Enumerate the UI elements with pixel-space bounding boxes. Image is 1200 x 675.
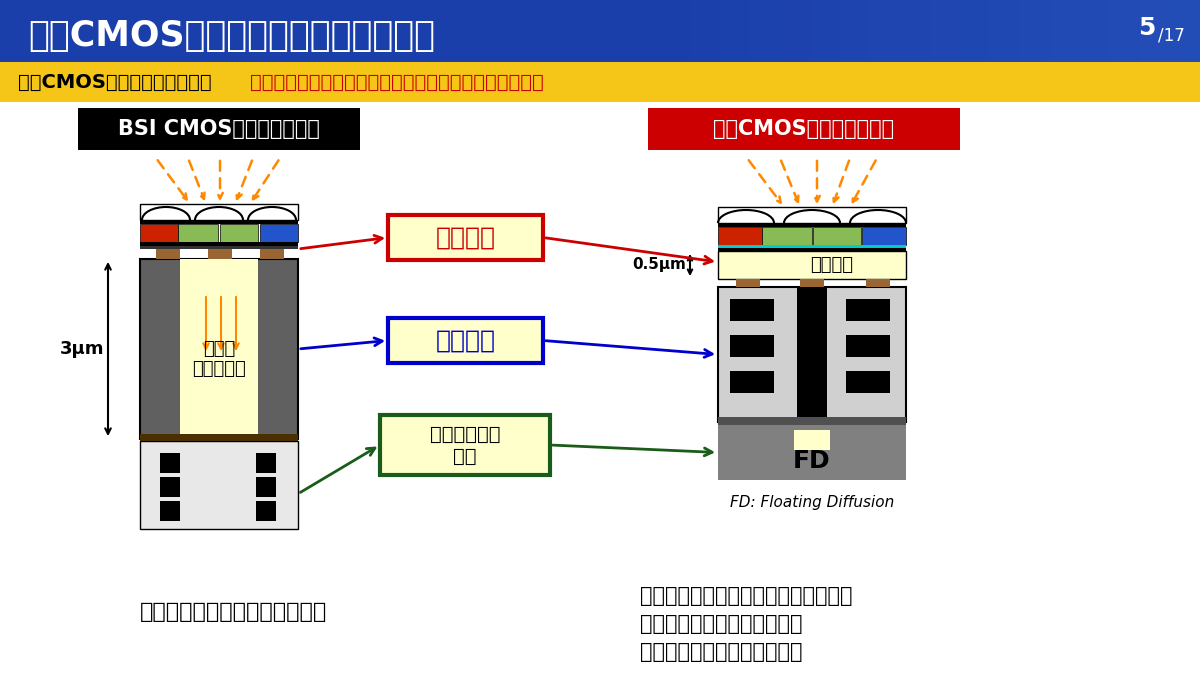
Bar [794,430,830,450]
Bar [630,0,660,62]
Bar [1050,0,1080,62]
Text: 光電変換: 光電変換 [436,225,496,250]
Bar [140,224,178,242]
Bar [866,279,890,287]
Bar [846,335,868,357]
Bar [752,335,774,357]
Bar [0,62,1200,102]
Bar [160,453,180,473]
Text: 有機CMOSイメージセンサは、: 有機CMOSイメージセンサは、 [18,72,211,92]
Bar [990,0,1020,62]
Bar [380,415,550,475]
Bar [140,434,298,441]
Bar [718,417,906,425]
Bar [840,0,870,62]
Text: 有機CMOSイメージセンサ: 有機CMOSイメージセンサ [714,119,894,139]
Bar [256,453,276,473]
Bar [730,299,752,321]
Bar [208,249,232,259]
Bar [752,299,774,321]
Bar [718,207,906,223]
Bar [814,227,862,245]
Bar [718,245,906,248]
Bar [718,287,906,422]
Bar [1020,0,1050,62]
Bar [720,0,750,62]
Bar [846,299,868,321]
Bar [930,0,960,62]
Bar [140,259,298,439]
Bar [1110,0,1140,62]
Bar [960,0,990,62]
Bar [1140,0,1170,62]
Bar [140,220,298,224]
Bar [868,335,890,357]
Text: 感度特性や機能実装に制限あり: 感度特性や機能実装に制限あり [140,602,328,622]
Bar [156,249,180,259]
Bar [78,108,360,150]
Bar [160,477,180,497]
Bar [178,224,218,242]
Text: ・シリコンの物性に依らない感度特性: ・シリコンの物性に依らない感度特性 [640,586,852,606]
Text: フォト
ダイオード: フォト ダイオード [192,340,246,379]
Text: FD: Floating Diffusion: FD: Floating Diffusion [730,495,894,510]
Bar [730,371,752,393]
Text: 3μm: 3μm [60,340,104,358]
Bar [160,501,180,521]
Bar [220,224,258,242]
Text: 有機薄膜: 有機薄膜 [810,256,853,274]
Text: 電荷蓄積: 電荷蓄積 [436,329,496,352]
Bar [846,371,868,393]
Text: /17: /17 [1158,27,1184,45]
Bar [780,0,810,62]
Bar [1170,0,1200,62]
Bar [718,248,906,251]
Text: BSI CMOSイメージセンサ: BSI CMOSイメージセンサ [118,119,320,139]
Bar [660,0,690,62]
Bar [260,224,298,242]
Bar [648,108,960,150]
Bar [868,299,890,321]
Bar [797,287,827,422]
Bar [256,477,276,497]
Bar [736,279,760,287]
Bar [140,441,298,529]
Bar [140,204,298,220]
Bar [180,259,258,439]
Bar [260,249,284,259]
Bar [750,0,780,62]
Text: ・広い面積を有効利用した、: ・広い面積を有効利用した、 [640,614,803,634]
Bar [0,0,1200,62]
Bar [388,318,542,363]
Text: 5: 5 [1138,16,1156,40]
Bar [718,425,906,480]
Text: 高機能回路の
追加: 高機能回路の 追加 [430,425,500,466]
Bar [140,246,298,249]
Bar [256,501,276,521]
Text: 有機CMOSイメージセンサの画素構造: 有機CMOSイメージセンサの画素構造 [28,19,436,53]
Bar [862,227,906,245]
Bar [1080,0,1110,62]
Bar [140,242,298,246]
Bar [690,0,720,62]
Bar [718,223,906,227]
Bar [388,215,542,260]
Bar [868,371,890,393]
Text: 性能向上や機能実装が可能: 性能向上や機能実装が可能 [640,642,803,662]
Text: 0.5μm: 0.5μm [632,257,686,273]
Bar [762,227,812,245]
Text: 光電変換部と電荷蓄積・読出し回路部を独立に設計可能: 光電変換部と電荷蓄積・読出し回路部を独立に設計可能 [250,72,544,92]
Bar [800,279,824,287]
Bar [810,0,840,62]
Bar [718,251,906,279]
Bar [752,371,774,393]
Text: FD: FD [793,448,830,472]
Bar [718,227,762,245]
Bar [900,0,930,62]
Bar [600,0,630,62]
Bar [870,0,900,62]
Bar [730,335,752,357]
